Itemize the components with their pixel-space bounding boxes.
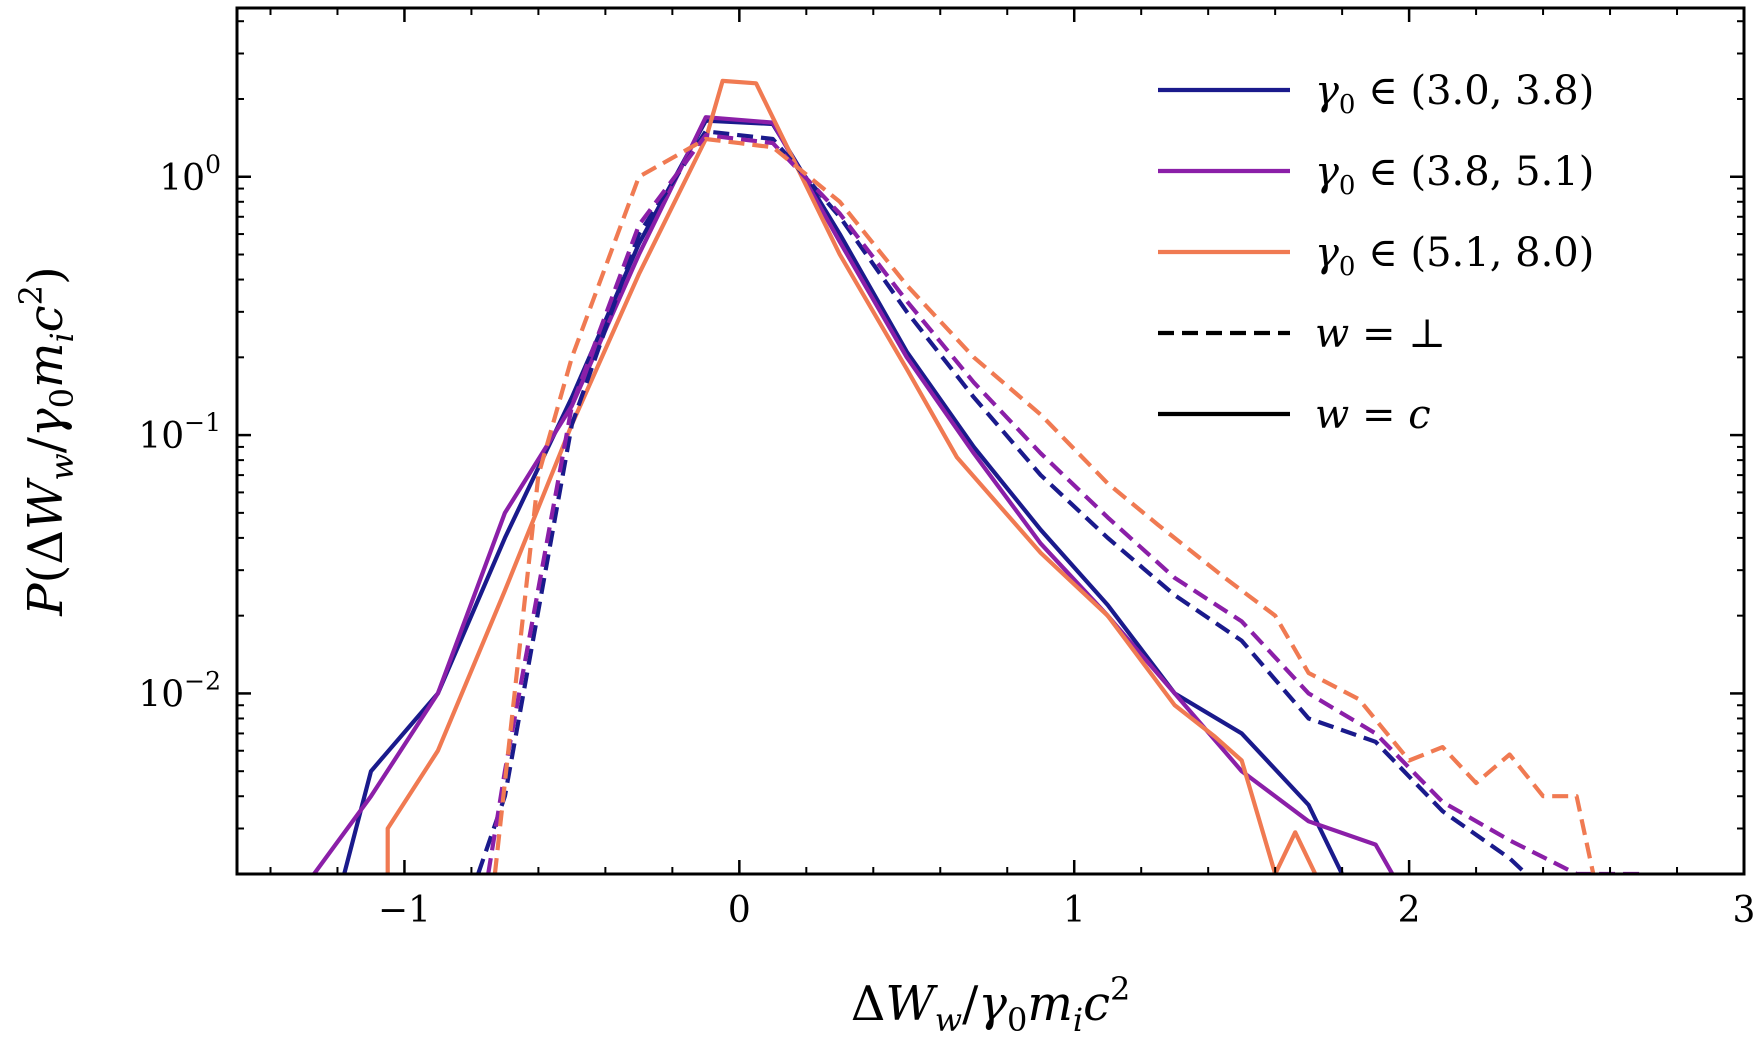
plot-frame xyxy=(235,6,1746,876)
legend-label-part: ∈ (5.1, 8.0) xyxy=(1355,230,1594,276)
x-axis-title-part: W xyxy=(885,976,938,1032)
y-axis-title-part: m xyxy=(18,343,74,389)
legend-label-part: 0 xyxy=(1339,252,1356,282)
x-axis-title-part: w xyxy=(935,1001,962,1039)
legend-label-part: γ xyxy=(1315,68,1339,114)
x-tick-label: 2 xyxy=(1398,890,1421,931)
y-axis-title-part: 0 xyxy=(43,388,81,408)
legend-label-part: γ xyxy=(1315,230,1339,276)
x-tick-label: 3 xyxy=(1733,890,1755,931)
legend-label: γ0 ∈ (5.1, 8.0) xyxy=(1315,230,1594,282)
legend-label-part: 0 xyxy=(1339,171,1356,201)
series-line-1 xyxy=(342,118,1344,874)
x-axis-title-part: c xyxy=(1083,976,1110,1032)
x-tick-label: 0 xyxy=(728,890,751,931)
series-line-5 xyxy=(486,133,1644,874)
y-tick-base: 10 xyxy=(138,416,184,457)
y-tick-base: 10 xyxy=(159,158,205,199)
x-axis-title-part: γ xyxy=(978,976,1007,1032)
y-tick-exponent: −2 xyxy=(184,666,221,695)
y-tick-base: 10 xyxy=(138,674,184,715)
series-line-3 xyxy=(385,78,1318,874)
x-axis-title-part: 0 xyxy=(1007,1001,1027,1039)
legend-item-5: w = c xyxy=(1158,392,1431,438)
legend-label-part: γ xyxy=(1315,149,1339,195)
y-tick-exponent: −1 xyxy=(184,408,221,437)
y-axis-title-part: 2 xyxy=(12,285,50,305)
legend: γ0 ∈ (3.0, 3.8)γ0 ∈ (3.8, 5.1)γ0 ∈ (5.1,… xyxy=(1158,68,1594,438)
series-line-6 xyxy=(492,136,1596,874)
y-axis-title-part: i xyxy=(43,332,81,342)
y-axis-title: P(ΔWw/γ0mic2) xyxy=(12,266,81,616)
y-axis-title-part: (Δ xyxy=(18,530,74,583)
legend-label-part: 0 xyxy=(1339,90,1356,120)
legend-label: γ0 ∈ (3.0, 3.8) xyxy=(1315,68,1594,120)
legend-label-part: ∈ (3.8, 5.1) xyxy=(1355,149,1594,195)
x-axis-title-part: / xyxy=(962,976,979,1032)
legend-item-1: γ0 ∈ (3.0, 3.8) xyxy=(1158,68,1594,120)
series-line-2 xyxy=(312,115,1395,874)
y-tick-label: 100 xyxy=(159,150,221,199)
legend-label: w = c xyxy=(1315,392,1431,438)
legend-label: w = ⊥ xyxy=(1315,311,1446,357)
y-axis-title-part: c xyxy=(18,305,74,332)
y-axis-title-part: P xyxy=(18,583,74,617)
x-axis-title-part: m xyxy=(1027,976,1073,1032)
y-axis-title-part: / xyxy=(18,436,74,453)
series-line-4 xyxy=(476,129,1528,874)
series-layer xyxy=(312,78,1644,874)
y-axis-title-part: w xyxy=(43,453,81,480)
legend-label-part: c xyxy=(1408,392,1430,438)
legend-label: γ0 ∈ (3.8, 5.1) xyxy=(1315,149,1594,201)
x-tick-label: −1 xyxy=(378,890,431,931)
x-tick-label: 1 xyxy=(1063,890,1086,931)
y-axis-title-part: ) xyxy=(18,266,74,285)
x-axis-title-part: Δ xyxy=(851,976,886,1032)
legend-item-4: w = ⊥ xyxy=(1158,311,1446,357)
legend-label-part: ∈ (3.0, 3.8) xyxy=(1355,68,1594,114)
legend-label-part: w xyxy=(1315,311,1349,357)
y-axis-title-part: γ xyxy=(18,408,74,437)
x-axis-title-part: i xyxy=(1073,1001,1083,1039)
legend-label-part: = xyxy=(1349,392,1408,438)
y-tick-label: 10−1 xyxy=(138,408,221,457)
x-axis-title: ΔWw/γ0mic2 xyxy=(851,970,1131,1039)
legend-item-3: γ0 ∈ (5.1, 8.0) xyxy=(1158,230,1594,282)
x-axis-title-part: 2 xyxy=(1110,970,1130,1008)
y-tick-exponent: 0 xyxy=(205,150,221,179)
y-axis-title-part: W xyxy=(18,477,74,530)
legend-label-part: = ⊥ xyxy=(1349,311,1446,357)
y-tick-label: 10−2 xyxy=(138,666,221,715)
legend-label-part: w xyxy=(1315,392,1349,438)
legend-item-2: γ0 ∈ (3.8, 5.1) xyxy=(1158,149,1594,201)
